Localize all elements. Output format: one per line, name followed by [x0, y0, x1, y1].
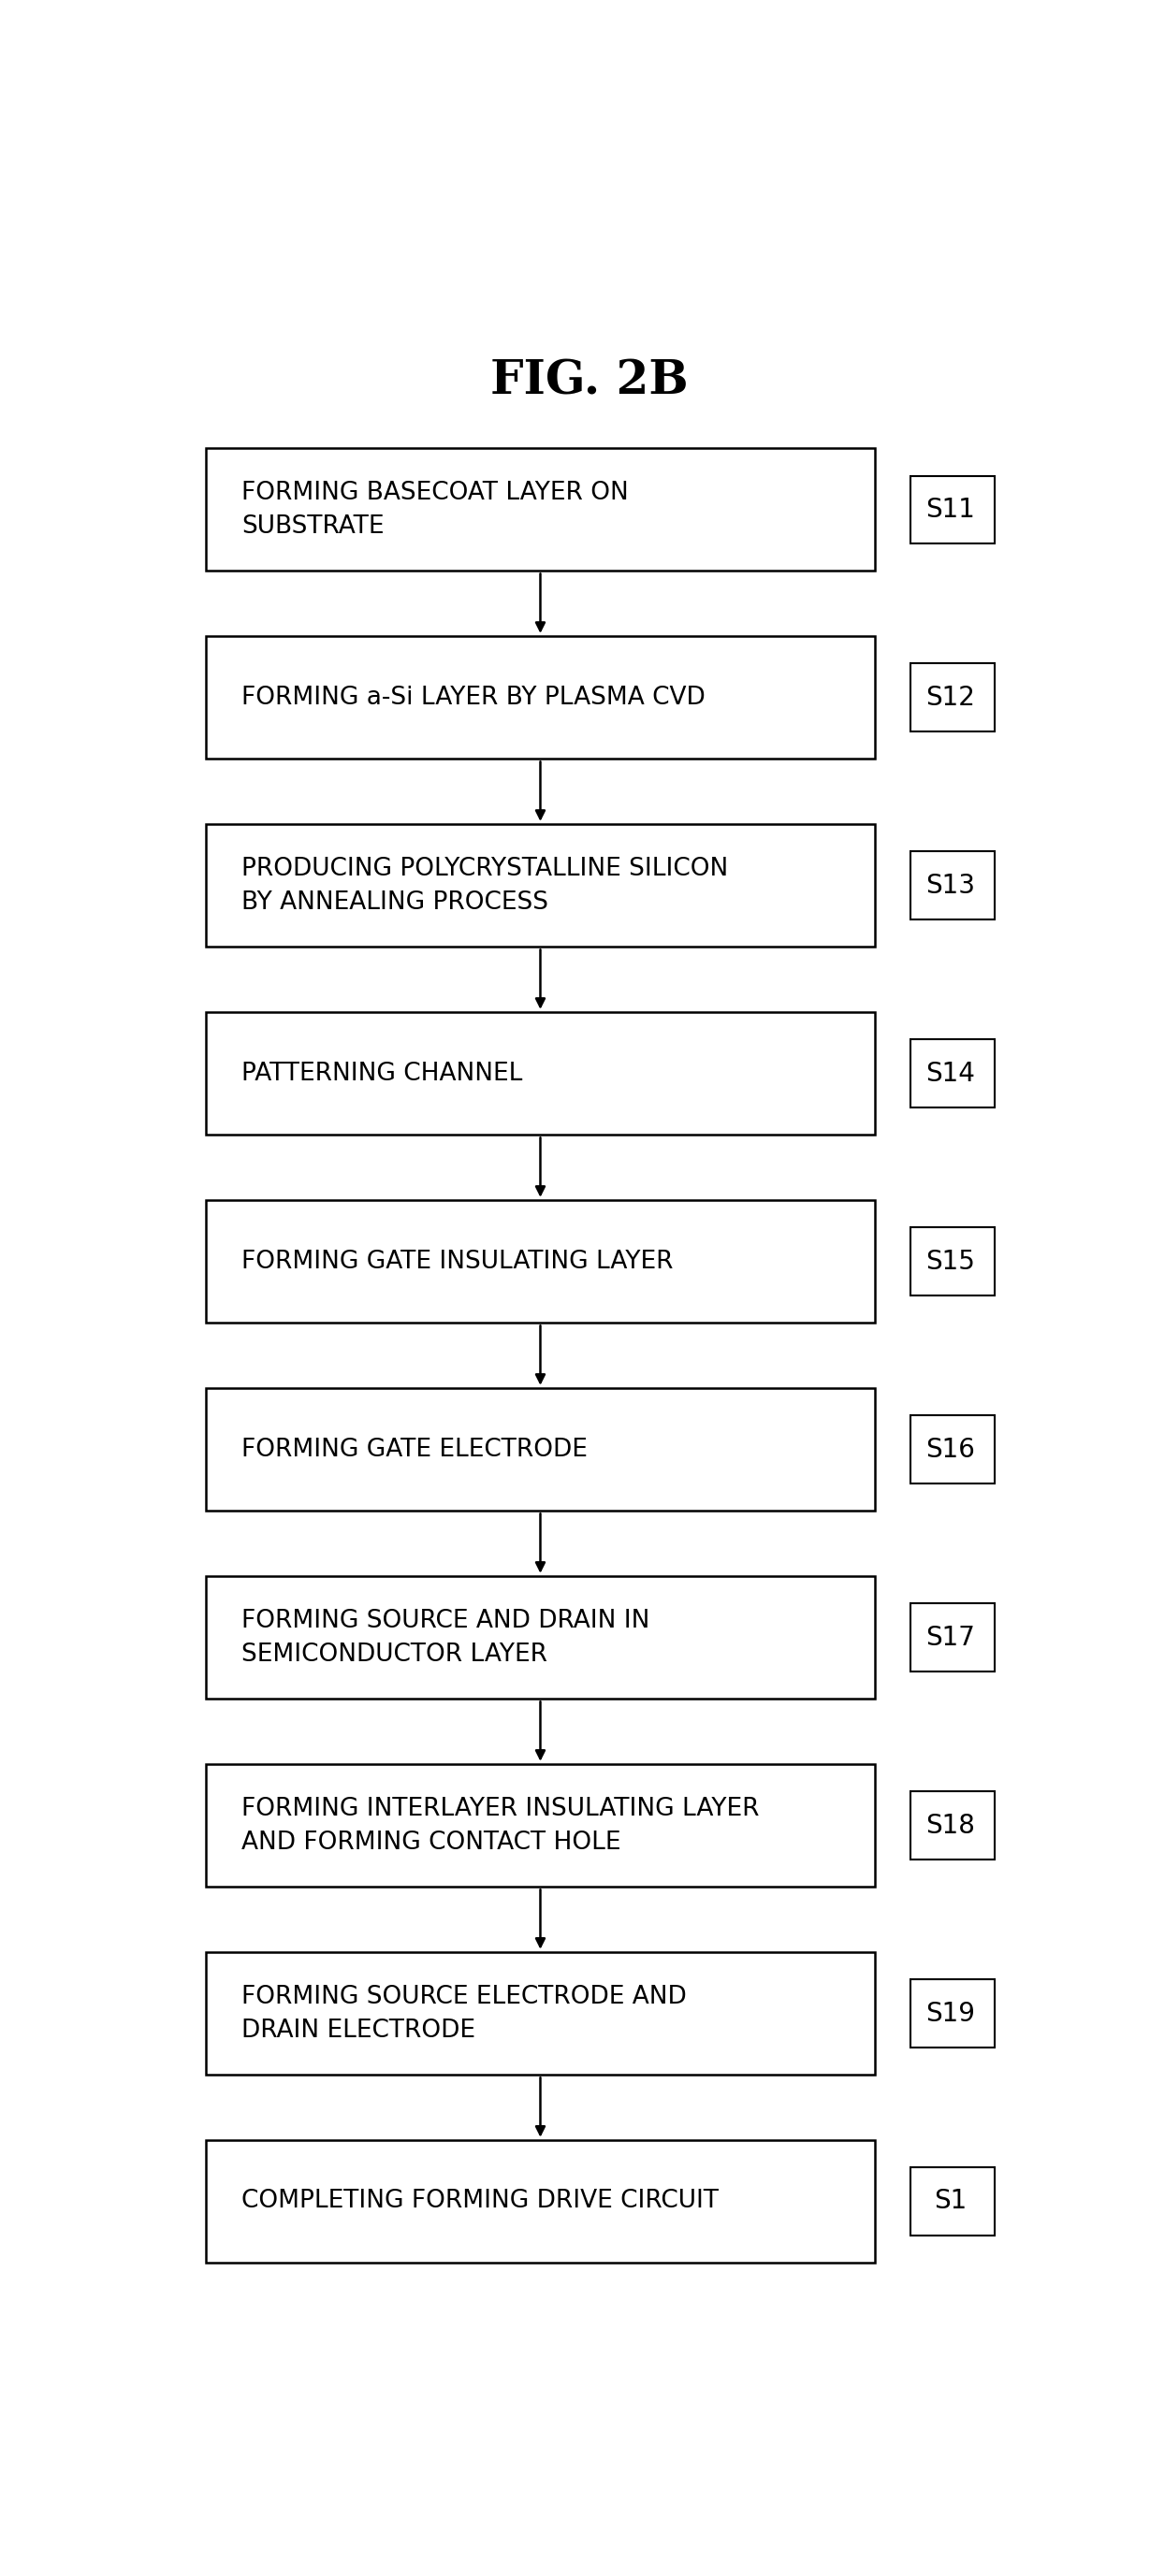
Text: S1: S1 [934, 2187, 967, 2215]
Bar [911, 1605, 995, 1672]
Text: FORMING GATE INSULATING LAYER: FORMING GATE INSULATING LAYER [241, 1249, 674, 1273]
Text: PATTERNING CHANNEL: PATTERNING CHANNEL [241, 1061, 523, 1084]
Text: S14: S14 [926, 1061, 975, 1087]
Text: FORMING GATE ELECTRODE: FORMING GATE ELECTRODE [241, 1437, 588, 1461]
Text: FIG. 2B: FIG. 2B [490, 358, 689, 404]
Bar [206, 824, 875, 948]
Text: FORMING INTERLAYER INSULATING LAYER
AND FORMING CONTACT HOLE: FORMING INTERLAYER INSULATING LAYER AND … [241, 1795, 760, 1855]
Bar [911, 1229, 995, 1296]
Bar [911, 853, 995, 920]
Bar [206, 1200, 875, 1324]
Bar [206, 636, 875, 760]
Bar [911, 1790, 995, 1860]
Bar [206, 1012, 875, 1136]
Bar [206, 1388, 875, 1512]
Text: S12: S12 [926, 685, 975, 711]
Text: S17: S17 [926, 1625, 975, 1651]
Bar [911, 2166, 995, 2236]
Bar [206, 1953, 875, 2074]
Bar [206, 1577, 875, 1700]
Bar [911, 1041, 995, 1108]
Text: PRODUCING POLYCRYSTALLINE SILICON
BY ANNEALING PROCESS: PRODUCING POLYCRYSTALLINE SILICON BY ANN… [241, 855, 729, 914]
Text: FORMING a-Si LAYER BY PLASMA CVD: FORMING a-Si LAYER BY PLASMA CVD [241, 685, 706, 708]
Text: S18: S18 [926, 1814, 975, 1839]
Text: FORMING SOURCE AND DRAIN IN
SEMICONDUCTOR LAYER: FORMING SOURCE AND DRAIN IN SEMICONDUCTO… [241, 1607, 650, 1667]
Bar [206, 2141, 875, 2262]
Text: FORMING SOURCE ELECTRODE AND
DRAIN ELECTRODE: FORMING SOURCE ELECTRODE AND DRAIN ELECT… [241, 1984, 687, 2043]
Text: FORMING BASECOAT LAYER ON
SUBSTRATE: FORMING BASECOAT LAYER ON SUBSTRATE [241, 482, 629, 538]
Bar [911, 1417, 995, 1484]
Text: S19: S19 [926, 2002, 975, 2027]
Bar [206, 1765, 875, 1886]
Text: COMPLETING FORMING DRIVE CIRCUIT: COMPLETING FORMING DRIVE CIRCUIT [241, 2190, 719, 2213]
Bar [911, 665, 995, 732]
Bar [206, 448, 875, 572]
Text: S15: S15 [926, 1249, 975, 1275]
Text: S11: S11 [926, 497, 975, 523]
Bar [911, 477, 995, 544]
Text: S16: S16 [926, 1437, 975, 1463]
Text: S13: S13 [926, 873, 975, 899]
Bar [911, 1978, 995, 2048]
